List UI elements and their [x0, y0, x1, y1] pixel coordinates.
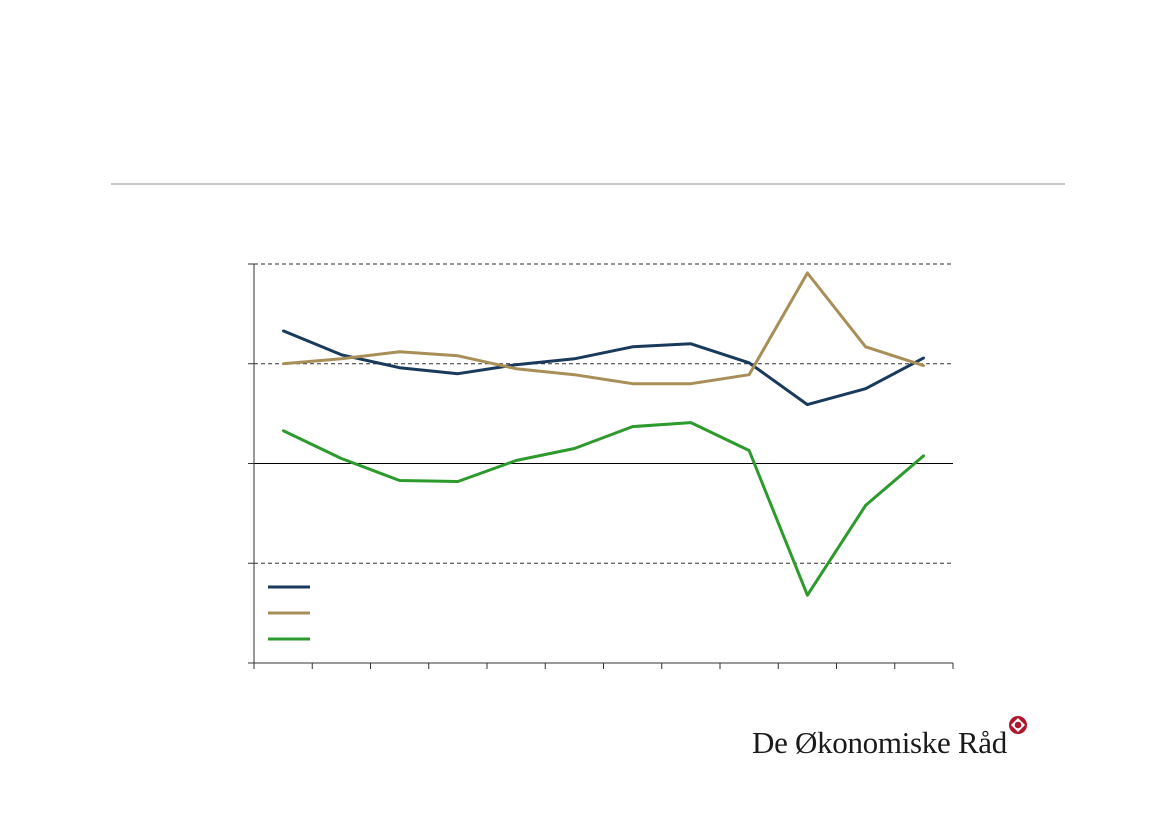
series-2-point [456, 354, 460, 357]
series-1-point [864, 387, 867, 390]
series-2-point [340, 357, 343, 360]
series-3-point [689, 421, 693, 424]
series-2-point [573, 373, 576, 376]
series-1-point [340, 353, 343, 356]
series-1-point [631, 345, 634, 348]
series-3-point [340, 457, 343, 460]
series-1-point [689, 342, 693, 345]
series-1-point [922, 356, 926, 359]
series-2-point [864, 345, 867, 348]
series-3-point [631, 425, 634, 428]
series-1-line [282, 329, 925, 407]
axis-layer [248, 263, 954, 669]
series-2-point [631, 382, 634, 385]
series-3-point [573, 447, 576, 450]
series-3-point [922, 454, 926, 457]
series-2-point [689, 382, 693, 385]
series-1-point [456, 372, 460, 375]
series-1-point [514, 363, 518, 366]
logo-mark-icon [1009, 716, 1027, 734]
logo-text: De Økonomiske Råd [752, 725, 1007, 760]
series-3-point [806, 593, 809, 597]
series-3-point [456, 480, 460, 483]
series-1-point [806, 403, 809, 406]
header-divider [111, 183, 1065, 185]
legend [268, 585, 310, 641]
series-1-point [573, 357, 576, 360]
series-2-point [806, 271, 809, 275]
series-2-point [922, 364, 926, 367]
series-2-point [398, 350, 401, 353]
series-layer [281, 271, 926, 597]
series-3-point [514, 459, 518, 462]
series-2-point [281, 362, 285, 365]
series-1-point [281, 329, 285, 333]
series-3-point [864, 504, 867, 507]
series-1-point [398, 366, 401, 369]
series-3-point [281, 429, 285, 432]
series-1-point [747, 361, 751, 364]
series-2-point [514, 367, 518, 370]
series-2-line [282, 271, 925, 386]
series-3-point [398, 479, 401, 482]
series-3-point [747, 449, 751, 452]
series-2-point [747, 373, 751, 376]
grid-layer [254, 263, 953, 564]
series-3-line [282, 421, 925, 597]
